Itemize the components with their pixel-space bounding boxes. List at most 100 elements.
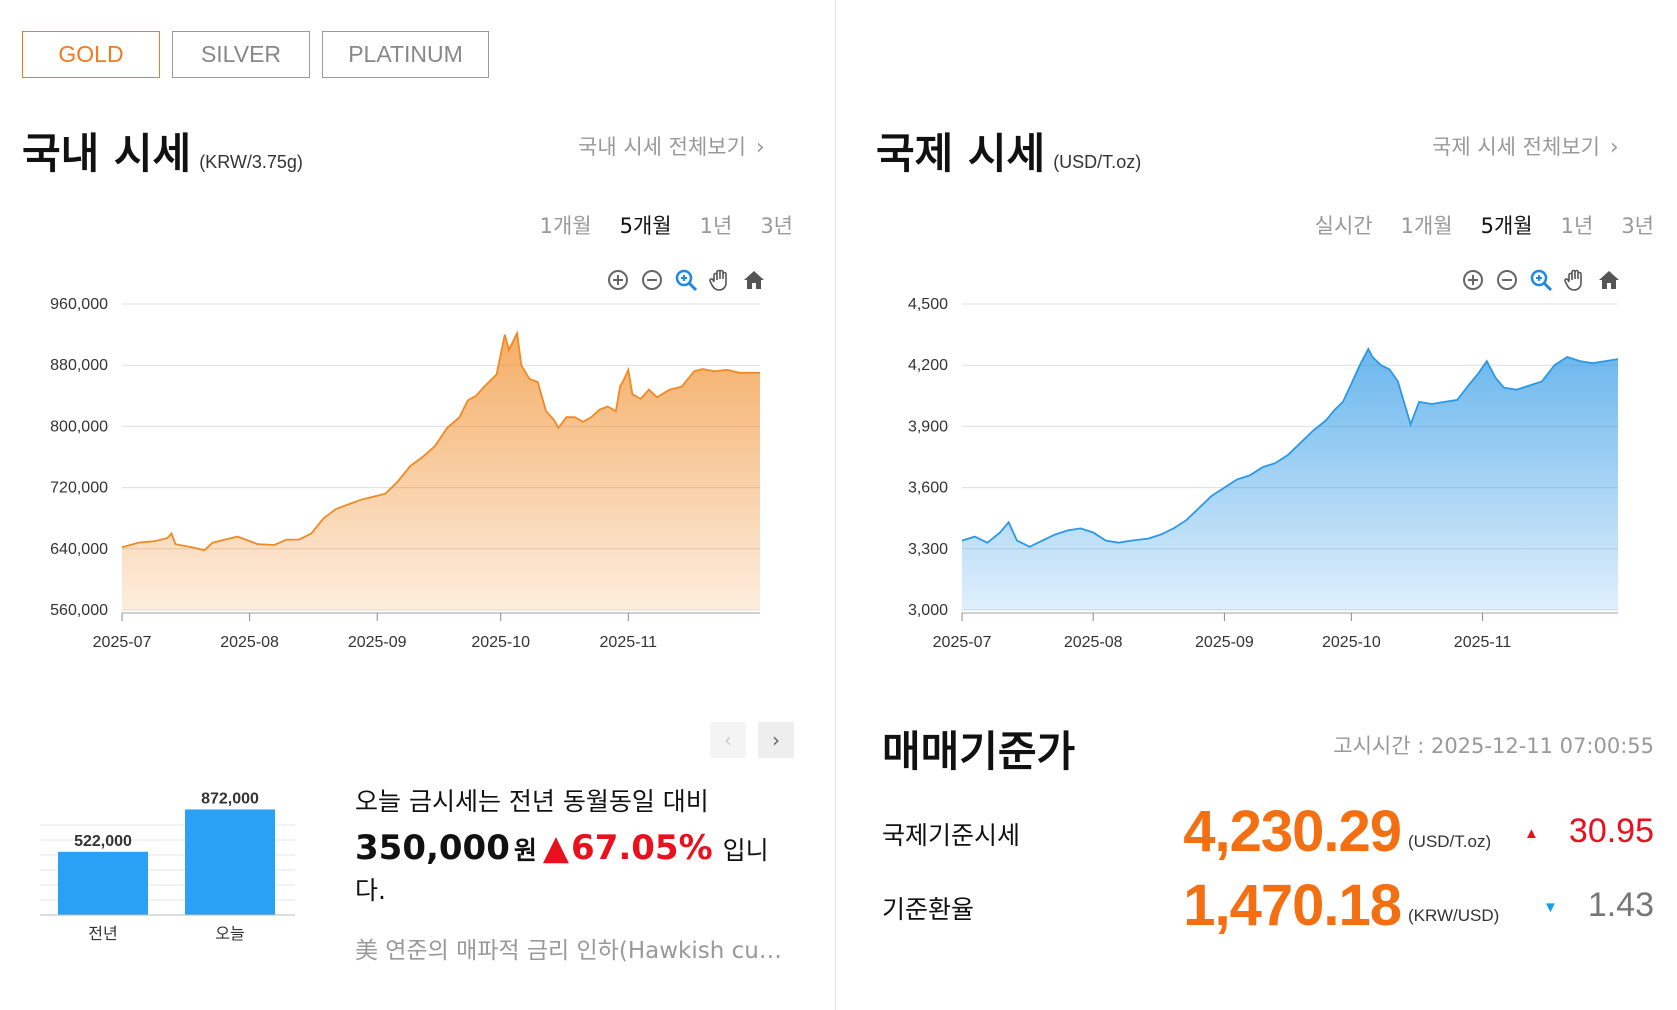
notice-time: 고시시간 : 2025-12-11 07:00:55	[1333, 734, 1654, 758]
summary-amount: 350,000	[355, 828, 510, 868]
domestic-period-5m[interactable]: 5개월	[619, 214, 672, 238]
bar-category-label: 전년	[88, 925, 117, 943]
summary-intro: 오늘 금시세는 전년 동월동일 대비	[355, 787, 709, 816]
x-tick-label: 2025-11	[600, 634, 658, 651]
tab-platinum[interactable]: PLATINUM	[322, 31, 489, 78]
tab-silver[interactable]: SILVER	[172, 31, 310, 78]
chevron-right-icon: ›	[755, 135, 765, 160]
zoom-out-circle-icon[interactable]	[1494, 267, 1520, 293]
price-summary: 오늘 금시세는 전년 동월동일 대비 350,000 원 ▲67.05% 입니다. 美…	[355, 782, 795, 965]
x-tick-label: 2025-10	[471, 634, 530, 651]
magnifier-zoom-icon[interactable]	[673, 267, 699, 293]
x-tick-label: 2025-07	[93, 634, 152, 651]
bar-category-label: 오늘	[215, 925, 244, 943]
international-chart-tools	[1460, 267, 1622, 293]
summary-currency: 원	[513, 836, 537, 865]
y-tick-label: 3,300	[908, 541, 948, 558]
news-pager: ‹ ›	[710, 722, 794, 758]
international-chart-svg: 4,500 4,200 3,900 3,600 3,300 3,000 2025-07 202…	[908, 296, 1619, 651]
y-tick-label: 960,000	[50, 296, 108, 313]
domestic-period-tabs: 1개월 5개월 1년 3년	[540, 210, 793, 240]
summary-figures: 350,000 원 ▲67.05% 입니다.	[355, 828, 795, 911]
domestic-title-text: 국내 시세	[22, 129, 192, 178]
x-tick-label: 2025-07	[933, 634, 992, 651]
x-tick-label: 2025-08	[220, 634, 279, 651]
up-arrow-icon: ▲	[1524, 824, 1539, 842]
home-icon[interactable]	[1596, 267, 1622, 293]
rate-unit: (USD/T.oz)	[1408, 832, 1492, 851]
center-divider	[835, 0, 836, 1010]
y-tick-label: 3,900	[908, 418, 948, 435]
pan-hand-icon[interactable]	[1562, 267, 1588, 293]
pager-next-button[interactable]: ›	[758, 722, 794, 758]
international-view-all-link[interactable]: 국제 시세 전체보기 ›	[1432, 131, 1619, 161]
domestic-unit: (KRW/3.75g)	[199, 152, 303, 172]
international-period-5m[interactable]: 5개월	[1480, 214, 1533, 238]
bar	[58, 851, 148, 915]
bar-value-label: 522,000	[74, 833, 132, 850]
y-tick-label: 640,000	[50, 541, 108, 558]
x-tick-label: 2025-11	[1454, 634, 1512, 651]
tab-gold[interactable]: GOLD	[22, 31, 160, 78]
summary-tail: 입니다.	[355, 836, 769, 905]
zoom-in-circle-icon[interactable]	[1460, 267, 1486, 293]
rate-label: 국제기준시세	[882, 821, 1021, 850]
rate-unit: (KRW/USD)	[1408, 906, 1500, 925]
rate-change-value: 1.43	[1587, 886, 1654, 924]
intl-base-price-row: 국제기준시세 4,230.29 (USD/T.oz) ▲ 30.95	[882, 798, 1654, 868]
international-title: 국제 시세 (USD/T.oz)	[876, 120, 1141, 181]
chevron-right-icon: ›	[1609, 135, 1619, 160]
rate-label: 기준환율	[882, 895, 975, 924]
international-period-1m[interactable]: 1개월	[1400, 214, 1453, 238]
international-period-3y[interactable]: 3년	[1621, 214, 1654, 238]
exchange-rate-row: 기준환율 1,470.18 (KRW/USD) ▼ 1.43	[882, 872, 1654, 942]
y-tick-label: 880,000	[50, 357, 108, 374]
down-arrow-icon: ▼	[1542, 898, 1558, 916]
international-title-text: 국제 시세	[876, 129, 1046, 178]
summary-news-link[interactable]: 美 연준의 매파적 금리 인하(Hawkish cut) 기대	[355, 938, 785, 964]
series-area	[122, 333, 760, 610]
international-unit: (USD/T.oz)	[1053, 152, 1142, 172]
domestic-period-3y[interactable]: 3년	[760, 214, 793, 238]
y-tick-label: 720,000	[50, 480, 108, 497]
zoom-in-circle-icon[interactable]	[605, 267, 631, 293]
summary-percent: 67.05%	[571, 828, 713, 868]
magnifier-zoom-icon[interactable]	[1528, 267, 1554, 293]
y-tick-label: 3,600	[908, 480, 948, 497]
y-tick-label: 3,000	[908, 602, 948, 619]
international-period-tabs: 실시간 1개월 5개월 1년 3년	[1315, 210, 1654, 240]
series-line	[121, 330, 760, 552]
base-rate-title: 매매기준가	[882, 727, 1076, 776]
international-period-realtime[interactable]: 실시간	[1314, 214, 1373, 238]
series-line	[961, 346, 1619, 548]
x-tick-label: 2025-08	[1064, 634, 1123, 651]
domestic-chart-tools	[605, 267, 767, 293]
rate-value: 4,230.29	[1183, 799, 1402, 864]
international-view-all-label: 국제 시세 전체보기	[1432, 135, 1600, 159]
metal-tabs: GOLD SILVER PLATINUM	[22, 31, 489, 78]
rate-change: ▲ 30.95	[1524, 812, 1654, 851]
domestic-chart-svg: 960,000 880,000 800,000 720,000 640,000 560,0…	[50, 296, 760, 651]
x-tick-label: 2025-09	[348, 634, 407, 651]
bar	[185, 809, 275, 915]
rate-value: 1,470.18	[1183, 873, 1402, 938]
pager-prev-button[interactable]: ‹	[710, 722, 746, 758]
year-comparison-chart: 522,000 전년 872,000 오늘	[40, 790, 295, 943]
rate-change-value: 30.95	[1568, 812, 1654, 850]
international-period-1y[interactable]: 1년	[1560, 214, 1594, 238]
pan-hand-icon[interactable]	[707, 267, 733, 293]
x-tick-label: 2025-10	[1322, 634, 1381, 651]
y-tick-label: 4,500	[908, 296, 948, 313]
domestic-view-all-label: 국내 시세 전체보기	[578, 135, 746, 159]
domestic-period-1y[interactable]: 1년	[699, 214, 733, 238]
domestic-view-all-link[interactable]: 국내 시세 전체보기 ›	[578, 131, 765, 161]
home-icon[interactable]	[741, 267, 767, 293]
y-tick-label: 800,000	[50, 418, 108, 435]
series-area	[962, 348, 1618, 610]
bar-value-label: 872,000	[201, 790, 259, 807]
domestic-period-1m[interactable]: 1개월	[539, 214, 592, 238]
y-tick-label: 4,200	[908, 357, 948, 374]
zoom-out-circle-icon[interactable]	[639, 267, 665, 293]
x-tick-label: 2025-09	[1195, 634, 1254, 651]
summary-up-arrow: ▲	[542, 828, 570, 868]
